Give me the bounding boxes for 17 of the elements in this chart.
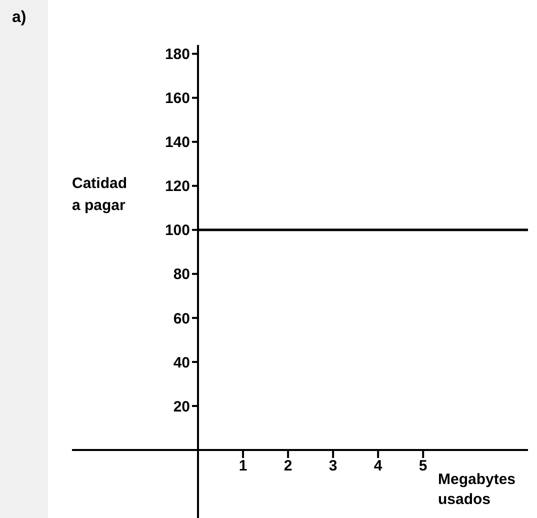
y-tick-label: 20 <box>173 398 190 416</box>
y-tick-label: 40 <box>173 354 190 372</box>
y-tick-label: 60 <box>173 310 190 328</box>
x-tick-label: 2 <box>284 458 292 475</box>
y-tick-label: 160 <box>164 90 190 108</box>
x-tick-label: 4 <box>374 458 383 475</box>
text: a) <box>12 9 26 26</box>
x-tick-label: 3 <box>328 458 338 475</box>
y-axis-title: Catidad a pagar <box>72 175 128 214</box>
x-tick-label: 1 <box>238 458 248 475</box>
y-tick-label: 140 <box>164 134 190 152</box>
y-tick-label: 100 <box>164 222 190 240</box>
y-tick-label: 180 <box>164 46 190 64</box>
y-tick-label: 120 <box>164 178 190 196</box>
x-tick-label: 5 <box>418 458 428 475</box>
y-tick-label: 80 <box>173 266 190 284</box>
x-axis-title: Megabytes usados <box>438 471 516 508</box>
